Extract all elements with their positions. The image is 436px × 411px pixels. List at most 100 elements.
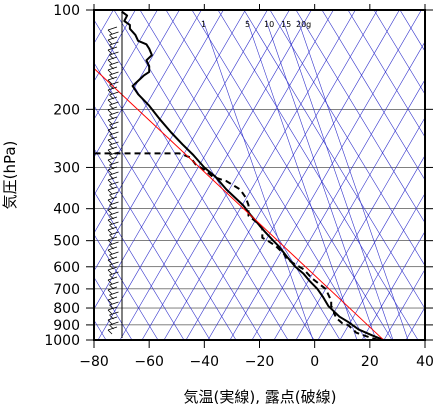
dry-adiabat-line bbox=[94, 105, 237, 340]
y-tick-label: 400 bbox=[53, 202, 80, 218]
wind-barb bbox=[107, 136, 118, 145]
x-tick-label: 40 bbox=[416, 354, 434, 370]
mixing-ratio-line bbox=[297, 19, 409, 340]
x-axis-label: 気温(実線), 露点(破線) bbox=[184, 388, 337, 406]
isotherm-line bbox=[383, 268, 425, 340]
isotherm-line bbox=[141, 10, 334, 340]
isotherm-line bbox=[163, 10, 356, 340]
wind-barb bbox=[107, 206, 118, 215]
mixing-ratio-label: 10 bbox=[264, 20, 274, 29]
reference-line bbox=[94, 67, 384, 340]
wind-barb bbox=[107, 176, 118, 185]
dry-adiabat-line bbox=[295, 10, 425, 224]
wind-barb bbox=[107, 216, 118, 225]
y-tick-label: 1000 bbox=[44, 333, 80, 349]
isotherm-line bbox=[119, 10, 312, 340]
dry-adiabat-line bbox=[243, 10, 425, 310]
mixing-ratio-line bbox=[282, 19, 394, 340]
mixing-ratio-line bbox=[246, 19, 358, 340]
x-tick-label: −20 bbox=[245, 354, 275, 370]
mixing-ratio-labels: 1 5 10 15 20g bbox=[201, 20, 311, 29]
isotherm-line bbox=[428, 10, 436, 340]
wind-barb bbox=[107, 296, 118, 305]
axis-ticks: −80 −60 −40 −20 0 20 40 100 200 300 400 500 600 700 80… bbox=[44, 3, 434, 370]
y-tick-label: 900 bbox=[53, 318, 80, 334]
isotherm-line bbox=[97, 10, 290, 340]
y-tick-label: 300 bbox=[53, 160, 80, 176]
dry-adiabat-line bbox=[191, 10, 393, 340]
wind-barb bbox=[107, 126, 118, 135]
mixing-ratio-line bbox=[202, 19, 314, 340]
wind-barb bbox=[107, 286, 118, 295]
y-tick-label: 500 bbox=[53, 234, 80, 250]
isotherm-line bbox=[229, 10, 422, 340]
isotherm-line bbox=[94, 10, 202, 196]
wind-barb bbox=[107, 306, 118, 315]
mixing-ratio-label: 1 bbox=[201, 20, 206, 29]
mixing-ratio-label: 5 bbox=[245, 20, 250, 29]
wind-barb bbox=[107, 266, 118, 275]
dry-adiabat-line bbox=[165, 10, 367, 340]
isotherm-line bbox=[94, 10, 268, 310]
temperature-line bbox=[120, 10, 384, 340]
isotherm-line bbox=[317, 154, 425, 340]
wind-barb bbox=[107, 256, 118, 265]
x-tick-label: 20 bbox=[361, 354, 379, 370]
wind-barb bbox=[107, 246, 118, 255]
series-layer bbox=[94, 10, 384, 340]
isotherm-line bbox=[185, 10, 378, 340]
x-tick-label: −80 bbox=[79, 354, 109, 370]
wind-barb bbox=[107, 276, 118, 285]
y-tick-label: 100 bbox=[53, 3, 80, 19]
dry-adiabat-line bbox=[94, 276, 133, 340]
wind-barb bbox=[107, 46, 118, 55]
x-tick-label: −60 bbox=[134, 354, 164, 370]
isotherm-line bbox=[361, 230, 425, 340]
wind-barb bbox=[107, 106, 118, 115]
wind-barb bbox=[107, 56, 118, 65]
wind-barb bbox=[107, 116, 118, 125]
y-tick-label: 600 bbox=[53, 260, 80, 276]
wind-barb bbox=[107, 96, 118, 105]
y-axis-label: 気圧(hPa) bbox=[1, 141, 19, 210]
dry-adiabat-line bbox=[139, 10, 341, 340]
y-tick-label: 200 bbox=[53, 102, 80, 118]
wind-barb bbox=[107, 26, 118, 35]
wind-barb bbox=[107, 146, 118, 155]
isotherm-line bbox=[94, 10, 158, 120]
mixing-ratio-label: 15 bbox=[281, 20, 291, 29]
dry-adiabat-line bbox=[373, 10, 425, 95]
mixing-ratio-label: 20g bbox=[296, 20, 311, 29]
isotherm-line bbox=[295, 116, 425, 340]
dry-adiabat-line bbox=[94, 190, 185, 340]
isotherm-line bbox=[339, 192, 425, 340]
dry-adiabat-line bbox=[94, 233, 159, 340]
isotherm-line bbox=[251, 41, 425, 340]
dry-adiabat-line bbox=[347, 10, 425, 138]
wind-barb bbox=[107, 86, 118, 95]
dry-adiabat-line bbox=[94, 62, 263, 340]
dry-adiabat-line bbox=[426, 10, 436, 340]
wind-barb bbox=[107, 156, 118, 165]
wind-barb bbox=[107, 36, 118, 45]
dry-adiabat-line bbox=[217, 10, 419, 340]
wind-barb bbox=[107, 326, 118, 335]
y-tick-label: 700 bbox=[53, 282, 80, 298]
x-tick-label: −40 bbox=[190, 354, 220, 370]
wind-barb bbox=[107, 226, 118, 235]
wind-barb bbox=[107, 166, 118, 175]
isotherm-line bbox=[94, 10, 136, 82]
isotherm-line bbox=[207, 10, 400, 340]
wind-barb bbox=[107, 316, 118, 325]
wind-barb bbox=[107, 236, 118, 245]
dry-adiabat-line bbox=[94, 19, 289, 340]
wind-barb bbox=[107, 196, 118, 205]
y-tick-label: 800 bbox=[53, 301, 80, 317]
dry-adiabat-line bbox=[321, 10, 425, 181]
wind-barb bbox=[107, 76, 118, 85]
wind-barb bbox=[107, 66, 118, 75]
grid-layer bbox=[94, 10, 436, 340]
isotherm-line bbox=[94, 10, 246, 272]
mixing-ratio-line bbox=[265, 19, 377, 340]
